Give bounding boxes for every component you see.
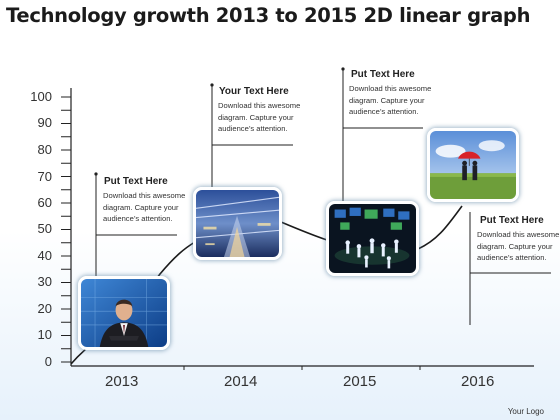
x-category-label: 2015 [343, 373, 377, 390]
x-category-label: 2014 [224, 373, 258, 390]
page-title: Technology growth 2013 to 2015 2D linear… [6, 4, 531, 27]
digital-crowd-photo [326, 201, 419, 276]
y-tick-label: 30 [37, 274, 52, 289]
callout-body-4: Download this awesome diagram. Capture y… [477, 230, 560, 262]
x-category-label: 2016 [461, 373, 495, 390]
y-tick-label: 100 [30, 89, 52, 104]
y-tick-label: 70 [37, 169, 52, 184]
y-tick-label: 50 [37, 221, 52, 236]
businessman-photo [78, 276, 170, 350]
y-tick-label: 10 [37, 327, 52, 342]
callout-title-3: Put Text Here [351, 69, 415, 80]
y-tick-label: 40 [37, 248, 52, 263]
callout-dot-2 [210, 83, 214, 87]
callout-dot-1 [94, 172, 98, 176]
y-tick-label: 90 [37, 115, 52, 130]
umbrella-couple-photo [427, 128, 519, 202]
y-axis-ticks [61, 96, 71, 363]
callout-title-4: Put Text Here [480, 215, 544, 226]
callout-title-2: Your Text Here [219, 86, 289, 97]
callout-body-3: Download this awesome diagram. Capture y… [349, 84, 432, 116]
y-tick-label: 60 [37, 195, 52, 210]
callout-dot-3 [341, 67, 345, 71]
y-tick-label: 80 [37, 142, 52, 157]
callout-body-1: Download this awesome diagram. Capture y… [103, 191, 186, 223]
futuristic-building-photo [193, 187, 282, 260]
y-tick-label: 0 [44, 354, 52, 369]
y-tick-label: 20 [37, 301, 52, 316]
logo-placeholder: Your Logo [507, 407, 544, 416]
x-category-label: 2013 [105, 373, 139, 390]
callout-body-2: Download this awesome diagram. Capture y… [218, 101, 301, 133]
callout-title-1: Put Text Here [104, 176, 168, 187]
